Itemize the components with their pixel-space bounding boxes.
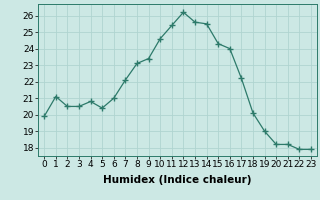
X-axis label: Humidex (Indice chaleur): Humidex (Indice chaleur) [103,175,252,185]
